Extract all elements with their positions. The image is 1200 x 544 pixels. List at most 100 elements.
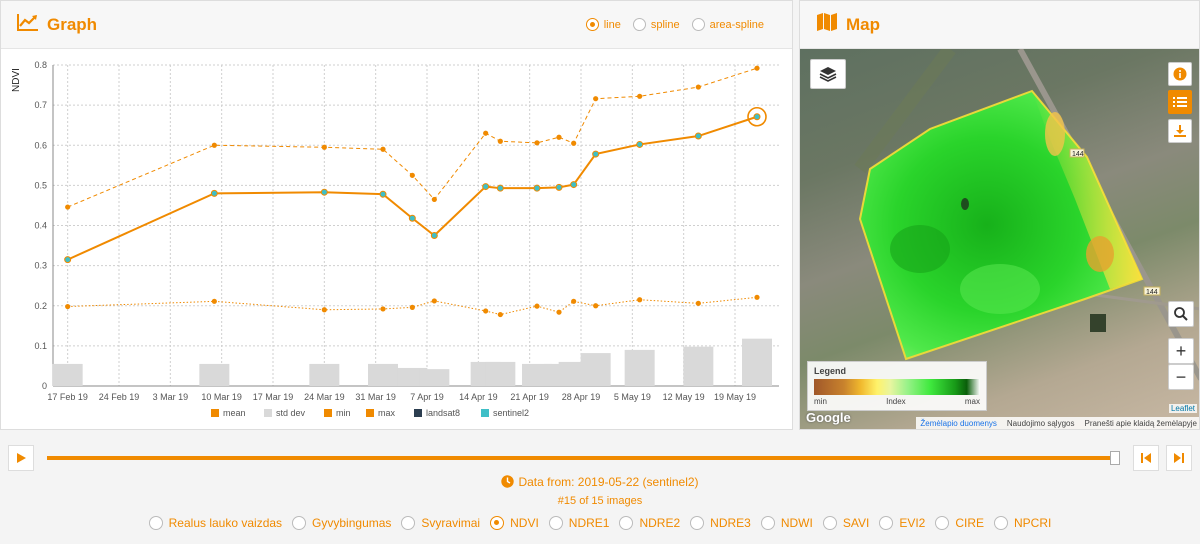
max-point: [695, 84, 701, 90]
index-option-label: NDRE2: [639, 516, 681, 530]
index-radio[interactable]: [292, 516, 307, 530]
index-radio[interactable]: [822, 516, 837, 530]
index-radio[interactable]: [548, 516, 563, 530]
index-radio[interactable]: [401, 516, 416, 530]
download-button[interactable]: [1168, 119, 1192, 143]
max-point: [409, 172, 415, 178]
info-button[interactable]: [1168, 62, 1192, 86]
index-option-ndwi[interactable]: NDWI: [760, 516, 813, 530]
index-radio[interactable]: [148, 516, 163, 530]
index-radio[interactable]: [994, 516, 1008, 530]
layers-icon: [819, 67, 837, 82]
list-button[interactable]: [1168, 90, 1192, 114]
std-dev-bar: [742, 338, 772, 386]
index-option-evi2[interactable]: EVI2: [879, 516, 925, 530]
index-radio[interactable]: [879, 516, 894, 530]
timeline-slider-handle[interactable]: [1110, 451, 1120, 465]
legend-label-std-dev: std dev: [276, 408, 306, 418]
zoom-out-button[interactable]: −: [1168, 364, 1194, 390]
mean-point: [570, 181, 578, 189]
y-tick-label: 0.5: [34, 180, 47, 190]
x-tick-label: 10 Mar 19: [201, 392, 242, 402]
x-tick-label: 17 Feb 19: [47, 392, 88, 402]
terms-link[interactable]: Naudojimo sąlygos: [1006, 419, 1075, 428]
index-radio[interactable]: [690, 516, 705, 530]
legend-title: Legend: [814, 366, 847, 376]
max-point: [637, 93, 643, 99]
road-label-2: 144: [1146, 289, 1158, 296]
min-point: [534, 303, 540, 309]
index-option-ndre3[interactable]: NDRE3: [690, 516, 751, 530]
map-data-link[interactable]: Žemėlapio duomenys: [920, 419, 997, 428]
index-radio[interactable]: [490, 516, 505, 530]
radio-area-spline[interactable]: [691, 18, 705, 31]
index-option-label: Gyvybingumas: [312, 516, 392, 530]
min-point: [571, 298, 577, 304]
index-option-label: NDRE1: [568, 516, 610, 530]
mean-point: [320, 188, 328, 196]
std-dev-bar: [580, 353, 611, 386]
index-option-gyvybingumas[interactable]: Gyvybingumas: [292, 516, 391, 530]
previous-button[interactable]: [1133, 445, 1159, 471]
std-dev-bar: [683, 346, 714, 386]
search-button[interactable]: [1168, 301, 1194, 327]
index-radio[interactable]: [935, 516, 950, 530]
max-point: [754, 65, 760, 71]
index-option-cire[interactable]: CIRE: [935, 516, 984, 530]
index-option-savi[interactable]: SAVI: [822, 516, 870, 530]
index-option-ndre1[interactable]: NDRE1: [548, 516, 610, 530]
radio-spline[interactable]: [632, 18, 646, 31]
y-tick-label: 0.2: [34, 301, 47, 311]
map-icon: [816, 12, 838, 37]
index-option-label: NDWI: [780, 516, 813, 530]
skip-forward-icon: [1174, 453, 1184, 463]
y-tick-label: 0.1: [34, 341, 47, 351]
legend-color-bar: [814, 379, 980, 395]
layers-button[interactable]: [810, 59, 846, 89]
download-icon: [1174, 125, 1186, 137]
map-header: Map: [800, 1, 1199, 49]
play-button[interactable]: [8, 445, 34, 471]
max-point: [497, 138, 503, 144]
plus-icon: +: [1175, 340, 1187, 361]
chart-mode-area-spline[interactable]: area-spline: [691, 18, 764, 31]
x-tick-label: 24 Feb 19: [99, 392, 140, 402]
zoom-in-button[interactable]: +: [1168, 338, 1194, 364]
mean-line: [67, 115, 758, 261]
index-radio[interactable]: [619, 516, 634, 530]
index-option-ndvi[interactable]: NDVI: [490, 516, 539, 530]
report-error-link[interactable]: Pranešti apie klaidą žemėlapyje: [1084, 419, 1197, 428]
index-option-ndre2[interactable]: NDRE2: [619, 516, 680, 530]
index-option-label: Realus lauko vaizdas: [168, 516, 283, 530]
date-text: Data from: 2019-05-22 (sentinel2): [518, 475, 699, 489]
min-point: [431, 298, 437, 304]
index-option-realus-lauko-vaizdas[interactable]: Realus lauko vaizdas: [148, 516, 283, 530]
min-point: [483, 308, 489, 314]
info-icon: [1173, 67, 1187, 81]
min-point: [695, 300, 701, 306]
leaflet-link[interactable]: Leaflet: [1168, 404, 1197, 413]
timeline-slider[interactable]: [47, 456, 1119, 460]
x-tick-label: 17 Mar 19: [253, 392, 294, 402]
index-radio[interactable]: [760, 516, 775, 530]
mean-point: [379, 190, 387, 198]
mean-point: [555, 183, 563, 191]
y-tick-label: 0.8: [34, 60, 47, 70]
mean-point: [430, 232, 438, 240]
min-point: [409, 304, 415, 310]
chart-mode-line[interactable]: line: [585, 18, 621, 31]
radio-line[interactable]: [585, 18, 599, 31]
max-point: [483, 130, 489, 136]
chart-mode-spline[interactable]: spline: [632, 18, 680, 31]
mean-point: [64, 256, 72, 264]
mean-point: [636, 140, 644, 148]
max-point: [211, 142, 217, 148]
next-button[interactable]: [1166, 445, 1192, 471]
mean-point: [533, 184, 541, 192]
index-option-label: SAVI: [842, 516, 870, 530]
legend-swatch-min: [324, 409, 332, 417]
index-option-npcri[interactable]: NPCRI: [994, 516, 1051, 530]
satellite-map[interactable]: 144 144: [800, 49, 1199, 429]
index-option-svyravimai[interactable]: Svyravimai: [401, 516, 480, 530]
google-logo: Google: [806, 410, 851, 425]
